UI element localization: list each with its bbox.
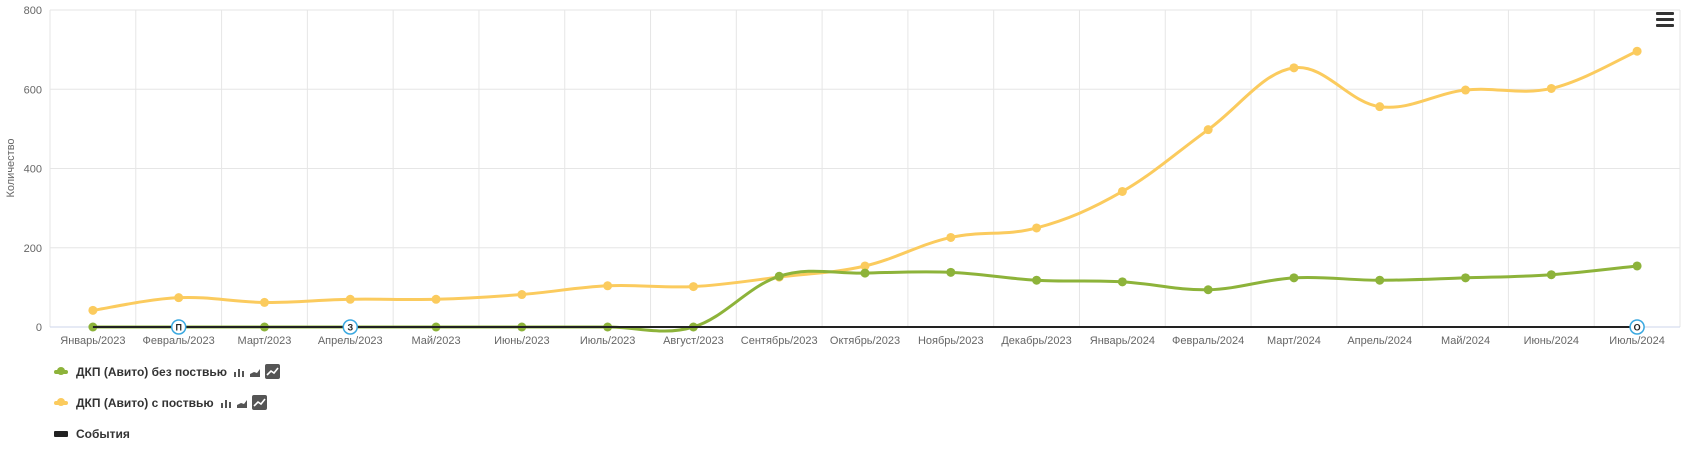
x-tick-label: Июнь/2024 [1524, 335, 1580, 347]
y-tick-label: 400 [24, 164, 42, 176]
bar-chart-icon[interactable] [220, 397, 232, 409]
data-point[interactable] [946, 267, 956, 277]
data-point[interactable] [1117, 186, 1127, 196]
event-marker[interactable] [342, 319, 359, 335]
data-point[interactable] [345, 294, 355, 304]
area-chart-icon[interactable] [236, 397, 248, 409]
data-point[interactable] [88, 305, 98, 315]
x-tick-label: Февраль/2023 [143, 335, 215, 347]
area-chart-icon[interactable] [249, 366, 261, 378]
legend-item-series-2[interactable]: ДКП (Авито) с поствью [54, 387, 280, 418]
legend: ДКП (Авито) без поствью ДКП (Авито) с по… [54, 356, 280, 449]
y-axis-title: Количество [5, 138, 17, 197]
bar-chart-icon[interactable] [233, 366, 245, 378]
data-point[interactable] [431, 294, 441, 304]
data-point[interactable] [259, 297, 269, 307]
x-tick-label: Апрель/2024 [1347, 335, 1412, 347]
x-tick-label: Май/2023 [412, 335, 461, 347]
legend-swatch-yellow [54, 398, 68, 406]
line-chart-icon[interactable] [264, 364, 280, 379]
y-tick-label: 600 [24, 84, 42, 96]
x-tick-label: Ноябрь/2023 [918, 335, 984, 347]
x-tick-label: Июнь/2023 [494, 335, 550, 347]
y-tick-label: 800 [24, 5, 42, 17]
data-point[interactable] [1461, 273, 1471, 283]
data-point[interactable] [174, 293, 184, 303]
y-tick-label: 200 [24, 243, 42, 255]
data-point[interactable] [1375, 275, 1385, 285]
event-marker[interactable] [170, 319, 187, 335]
data-point[interactable] [517, 290, 527, 300]
x-tick-label: Март/2024 [1267, 335, 1321, 347]
legend-label: ДКП (Авито) без поствью [76, 364, 227, 379]
x-tick-label: Август/2023 [663, 335, 724, 347]
event-marker[interactable] [1629, 319, 1645, 335]
x-tick-label: Июль/2023 [580, 335, 636, 347]
legend-item-series-1[interactable]: ДКП (Авито) без поствью [54, 356, 280, 387]
data-point[interactable] [603, 281, 613, 291]
data-point[interactable] [1375, 102, 1385, 112]
data-point[interactable] [1203, 125, 1213, 135]
chart-grid [49, 9, 1681, 328]
data-point[interactable] [1461, 85, 1471, 95]
x-tick-label: Декабрь/2023 [1001, 335, 1071, 347]
x-tick-label: Январь/2023 [60, 335, 125, 347]
x-tick-label: Апрель/2023 [318, 335, 383, 347]
x-tick-label: Октябрь/2023 [830, 335, 900, 347]
data-point[interactable] [860, 268, 870, 278]
line-chart-icon[interactable] [251, 395, 267, 410]
event-marker-label: З [347, 323, 353, 333]
x-tick-label: Январь/2024 [1090, 335, 1155, 347]
x-tick-label: Сентябрь/2023 [741, 335, 818, 347]
legend-label: События [76, 426, 130, 441]
data-point[interactable] [1546, 83, 1556, 93]
event-marker-label: О [1634, 323, 1641, 333]
data-point[interactable] [1032, 275, 1042, 285]
chart-menu-icon[interactable] [1656, 12, 1674, 28]
data-point[interactable] [1289, 273, 1299, 283]
data-point[interactable] [1117, 277, 1127, 287]
data-point[interactable] [946, 232, 956, 242]
data-point[interactable] [860, 261, 870, 271]
legend-swatch-events [54, 430, 68, 437]
legend-item-events[interactable]: События [54, 418, 280, 449]
x-tick-label: Май/2024 [1441, 335, 1490, 347]
data-point[interactable] [1032, 223, 1042, 233]
data-point[interactable] [688, 282, 698, 292]
x-tick-label: Март/2023 [238, 335, 292, 347]
legend-swatch-green [54, 367, 68, 375]
x-tick-label: Февраль/2024 [1172, 335, 1244, 347]
x-axis: Январь/2023 Февраль/2023 Март/2023 Апрель/2… [50, 326, 1680, 347]
data-point[interactable] [1632, 261, 1642, 271]
y-tick-label: 0 [36, 322, 42, 334]
event-marker-label: П [175, 323, 181, 333]
data-point[interactable] [1546, 270, 1556, 280]
legend-label: ДКП (Авито) с поствью [76, 395, 214, 410]
y-axis: 0 200 400 600 800 [24, 5, 42, 334]
x-tick-label: Июль/2024 [1609, 335, 1665, 347]
data-point[interactable] [1632, 46, 1642, 56]
data-point[interactable] [774, 271, 784, 281]
data-point[interactable] [1203, 285, 1213, 295]
data-point[interactable] [1289, 63, 1299, 73]
